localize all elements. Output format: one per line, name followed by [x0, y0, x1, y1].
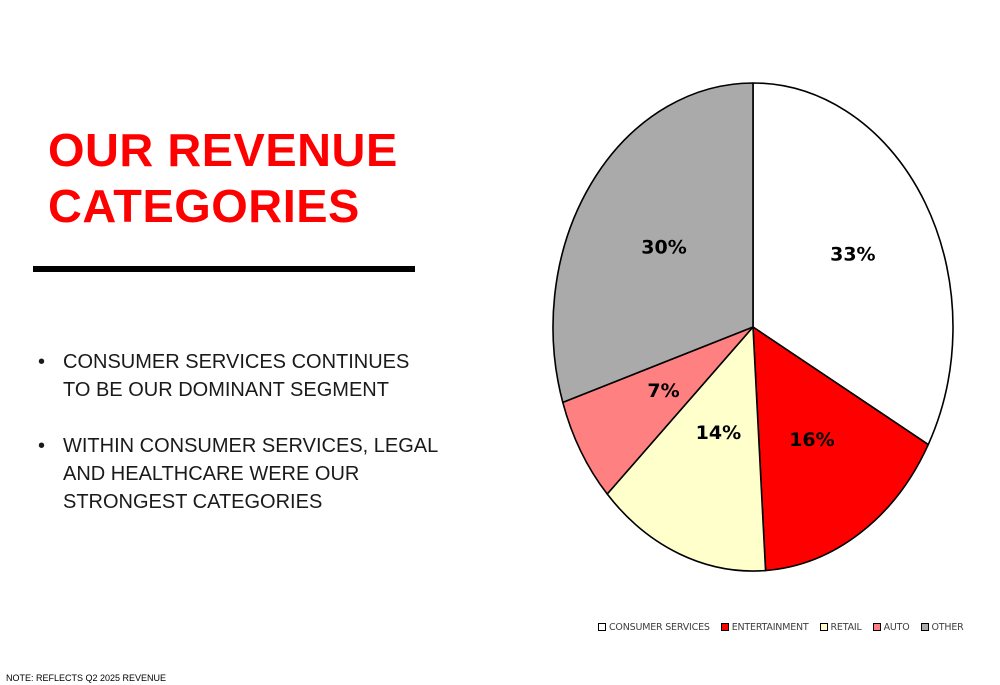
pie-label-retail: 14%: [696, 422, 741, 444]
pie-slice-consumer-services: [752, 82, 954, 446]
pie-label-other: 30%: [641, 237, 686, 259]
title-divider: [33, 266, 415, 272]
revenue-pie-chart: 33% 16% 14% 7% 30%: [552, 82, 954, 572]
legend-label: ENTERTAINMENT: [731, 621, 809, 633]
slide-title-line-1: OUR REVENUE: [48, 124, 398, 176]
legend-swatch: [598, 623, 606, 631]
legend-label: CONSUMER SERVICES: [609, 621, 710, 633]
pie-slice-retail: [606, 326, 767, 572]
pie-slices: [552, 82, 954, 572]
legend-swatch: [819, 623, 828, 631]
legend-item-retail: RETAIL: [819, 621, 862, 633]
bullet-item: • CONSUMER SERVICES CONTINUES TO BE OUR …: [38, 348, 438, 404]
pie-label-auto: 7%: [647, 380, 679, 402]
legend-item-other: OTHER: [920, 621, 964, 633]
pie-slice-other: [552, 82, 754, 404]
bullet-dot: •: [38, 435, 46, 457]
legend-item-consumer-services: CONSUMER SERVICES: [598, 622, 710, 633]
bullet-text: WITHIN CONSUMER SERVICES, LEGAL AND HEAL…: [63, 435, 438, 513]
legend-label: OTHER: [931, 621, 964, 633]
pie-slice-auto: [561, 326, 754, 495]
bullet-item: • WITHIN CONSUMER SERVICES, LEGAL AND HE…: [38, 432, 438, 516]
bullet-text: CONSUMER SERVICES CONTINUES TO BE OUR DO…: [63, 351, 410, 401]
footnote: NOTE: REFLECTS Q2 2025 REVENUE: [6, 673, 167, 683]
legend-label: RETAIL: [830, 621, 862, 633]
pie-labels: 33% 16% 14% 7% 30%: [641, 237, 875, 451]
legend-item-auto: AUTO: [872, 621, 910, 633]
pie-slice-entertainment: [752, 326, 930, 572]
legend-swatch: [920, 623, 929, 631]
slide-title: OUR REVENUE CATEGORIES: [48, 122, 436, 234]
legend-swatch: [872, 623, 881, 631]
legend-swatch: [720, 623, 729, 631]
chart-legend: CONSUMER SERVICES ENTERTAINMENT RETAIL AUTO…: [598, 620, 975, 634]
bullet-dot: •: [38, 351, 46, 373]
slide-title-line-2: CATEGORIES: [48, 180, 360, 232]
legend-label: AUTO: [883, 621, 910, 633]
pie-label-consumer-services: 33%: [830, 243, 875, 265]
legend-item-entertainment: ENTERTAINMENT: [720, 621, 809, 633]
bullet-list: • CONSUMER SERVICES CONTINUES TO BE OUR …: [38, 348, 438, 544]
pie-label-entertainment: 16%: [789, 429, 834, 451]
